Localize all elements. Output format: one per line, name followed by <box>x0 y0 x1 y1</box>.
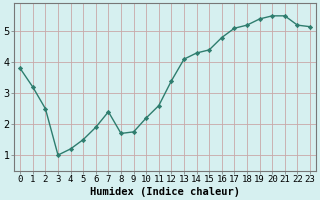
X-axis label: Humidex (Indice chaleur): Humidex (Indice chaleur) <box>90 186 240 197</box>
